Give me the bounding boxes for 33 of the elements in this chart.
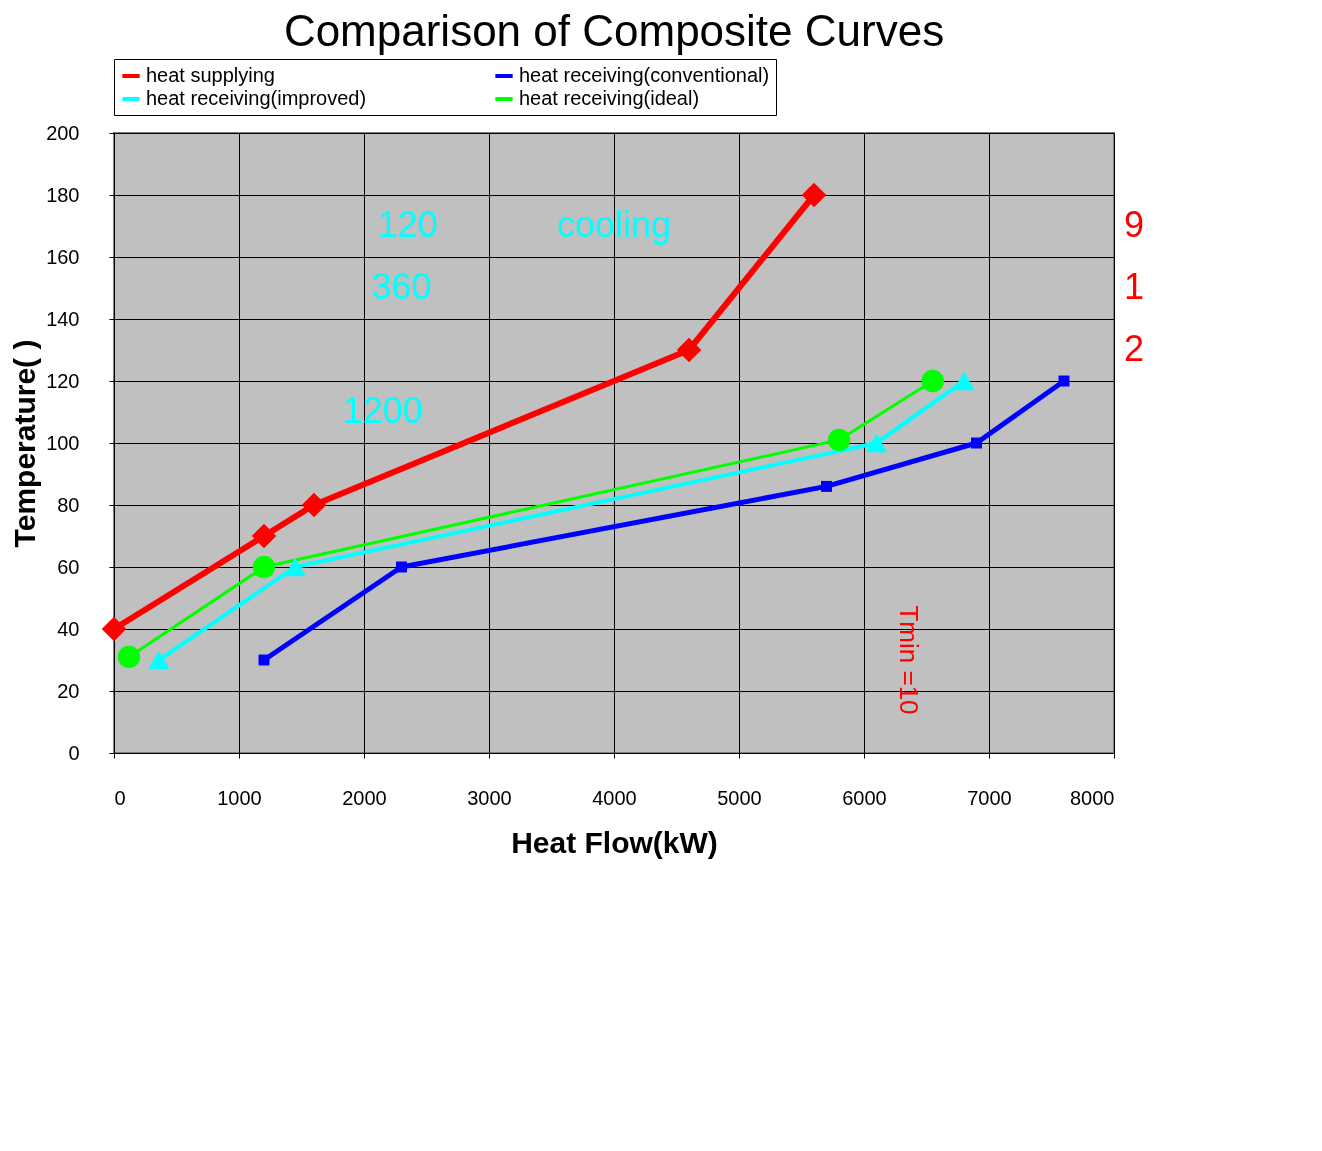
x-tick-label: 3000 (467, 786, 512, 809)
legend-label: heat receiving(conventional) (519, 64, 770, 86)
legend-label: heat supplying (146, 64, 275, 86)
x-tick-label: 6000 (842, 786, 887, 809)
x-tick-label: 1000 (217, 786, 262, 809)
text: 2 (1124, 328, 1145, 369)
annotation: 360 (371, 266, 432, 307)
x-tick-label: 0 (114, 786, 126, 809)
x-tick-label: 2000 (342, 786, 387, 809)
y-tick-label: 200 (46, 121, 80, 144)
y-tick-label: 180 (46, 183, 80, 206)
y-tick-label: 160 (46, 245, 80, 268)
x-axis-title: Heat Flow(kW) (511, 825, 718, 859)
y-tick-label: 20 (57, 679, 80, 702)
y-tick-label: 60 (57, 555, 80, 578)
text: 9 (1124, 204, 1145, 245)
y-tick-label: 40 (57, 617, 80, 640)
legend-label: heat receiving(improved) (146, 87, 367, 109)
legend-label: heat receiving(ideal) (519, 87, 700, 109)
y-tick-label: 120 (46, 369, 80, 392)
annotation: 120 (377, 204, 438, 245)
chart-title: Comparison of Composite Curves (283, 5, 945, 55)
text: 1 (1124, 266, 1145, 307)
y-tick-label: 100 (46, 431, 80, 454)
x-tick-label: 5000 (717, 786, 762, 809)
x-tick-label: 8000 (1070, 786, 1115, 809)
y-tick-label: 140 (46, 307, 80, 330)
x-tick-label: 7000 (967, 786, 1012, 809)
y-tick-label: 80 (57, 493, 80, 516)
y-axis-title: Temperature( ) (8, 339, 42, 548)
annotation: Tmin =10 (893, 605, 924, 715)
x-tick-label: 4000 (592, 786, 637, 809)
y-tick-label: 0 (68, 741, 80, 764)
